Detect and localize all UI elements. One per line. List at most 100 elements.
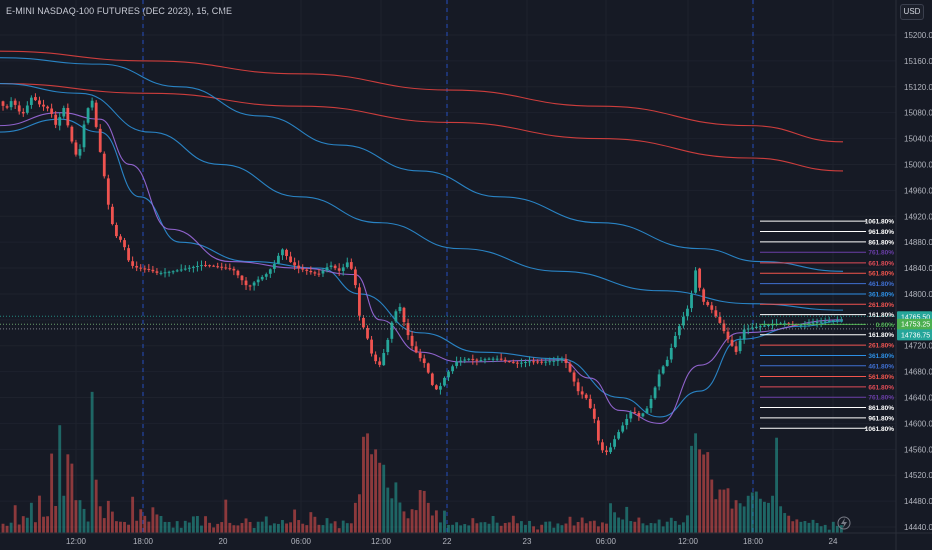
candle-body[interactable] bbox=[289, 256, 292, 263]
candle-body[interactable] bbox=[491, 358, 495, 360]
candle-body[interactable] bbox=[127, 248, 130, 261]
candle-body[interactable] bbox=[50, 108, 54, 114]
candle-body[interactable] bbox=[738, 340, 742, 352]
candle-body[interactable] bbox=[596, 420, 600, 441]
candle-body[interactable] bbox=[78, 149, 82, 156]
candle-body[interactable] bbox=[653, 387, 657, 399]
candle-body[interactable] bbox=[710, 305, 714, 310]
currency-button[interactable]: USD bbox=[900, 4, 924, 20]
candle-body[interactable] bbox=[272, 264, 276, 269]
candle-body[interactable] bbox=[690, 294, 693, 309]
candle-body[interactable] bbox=[625, 418, 629, 426]
candle-body[interactable] bbox=[649, 399, 653, 409]
candle-body[interactable] bbox=[698, 268, 702, 288]
candle-body[interactable] bbox=[584, 394, 588, 399]
candle-body[interactable] bbox=[240, 275, 244, 281]
candle-body[interactable] bbox=[66, 107, 70, 126]
candle-body[interactable] bbox=[839, 319, 843, 321]
candle-body[interactable] bbox=[750, 327, 754, 329]
candle-body[interactable] bbox=[196, 266, 199, 268]
candle-body[interactable] bbox=[58, 117, 62, 126]
candles[interactable] bbox=[1, 93, 843, 456]
candle-body[interactable] bbox=[629, 412, 633, 419]
candle-body[interactable] bbox=[524, 362, 527, 364]
candle-body[interactable] bbox=[212, 265, 216, 267]
candle-body[interactable] bbox=[119, 236, 122, 240]
candle-body[interactable] bbox=[592, 408, 596, 419]
candle-body[interactable] bbox=[394, 311, 398, 322]
candle-body[interactable] bbox=[94, 102, 98, 127]
candle-body[interactable] bbox=[29, 97, 33, 105]
candle-body[interactable] bbox=[669, 348, 673, 360]
candle-body[interactable] bbox=[163, 272, 167, 274]
candle-body[interactable] bbox=[657, 374, 661, 387]
time-axis[interactable]: 12:00 18:00 20 06:00 12:00 22 23 06:00 12:00 18:0… bbox=[66, 537, 838, 546]
candle-body[interactable] bbox=[62, 107, 66, 117]
candle-body[interactable] bbox=[556, 360, 560, 362]
candle-body[interactable] bbox=[98, 128, 102, 152]
candle-body[interactable] bbox=[281, 249, 284, 256]
candle-body[interactable] bbox=[609, 447, 612, 453]
candle-body[interactable] bbox=[358, 287, 361, 316]
candle-body[interactable] bbox=[228, 268, 232, 270]
candle-body[interactable] bbox=[313, 272, 317, 274]
candle-body[interactable] bbox=[811, 322, 815, 324]
candle-body[interactable] bbox=[560, 359, 564, 361]
candle-body[interactable] bbox=[471, 358, 475, 360]
candle-body[interactable] bbox=[787, 323, 791, 325]
candle-body[interactable] bbox=[390, 322, 394, 339]
candle-body[interactable] bbox=[487, 358, 491, 360]
candle-body[interactable] bbox=[475, 359, 479, 361]
candle-body[interactable] bbox=[191, 266, 195, 268]
candle-body[interactable] bbox=[370, 339, 373, 354]
candle-body[interactable] bbox=[220, 266, 224, 268]
candle-body[interactable] bbox=[277, 255, 280, 264]
candle-body[interactable] bbox=[131, 261, 135, 266]
candle-body[interactable] bbox=[742, 329, 746, 340]
candle-body[interactable] bbox=[621, 425, 625, 432]
candle-body[interactable] bbox=[82, 124, 86, 148]
fibonacci-levels[interactable]: 1061.80% 961.80% 861.80% 761.80% 661.80% 561.… bbox=[760, 219, 894, 433]
candle-body[interactable] bbox=[333, 265, 337, 269]
candle-body[interactable] bbox=[722, 323, 726, 332]
candle-body[interactable] bbox=[613, 439, 616, 447]
price-axis[interactable]: 15200.00 15160.00 15120.00 15080.00 15040.00… bbox=[904, 31, 932, 532]
candle-body[interactable] bbox=[617, 432, 621, 439]
candle-body[interactable] bbox=[682, 316, 685, 326]
candle-body[interactable] bbox=[110, 206, 114, 225]
candle-body[interactable] bbox=[564, 359, 568, 363]
candle-body[interactable] bbox=[511, 362, 515, 364]
candle-body[interactable] bbox=[686, 308, 689, 317]
candle-body[interactable] bbox=[758, 326, 762, 328]
candle-body[interactable] bbox=[46, 106, 49, 109]
candle-body[interactable] bbox=[183, 268, 187, 270]
candle-body[interactable] bbox=[341, 267, 345, 271]
candle-body[interactable] bbox=[746, 328, 750, 330]
candle-body[interactable] bbox=[447, 371, 450, 378]
candle-body[interactable] bbox=[123, 240, 126, 248]
candle-body[interactable] bbox=[819, 321, 823, 323]
candle-body[interactable] bbox=[588, 398, 592, 408]
candle-body[interactable] bbox=[337, 268, 341, 271]
candle-body[interactable] bbox=[353, 269, 357, 286]
candle-body[interactable] bbox=[520, 362, 523, 364]
candle-body[interactable] bbox=[831, 320, 835, 322]
candle-body[interactable] bbox=[345, 262, 349, 267]
candle-body[interactable] bbox=[479, 360, 483, 362]
candle-body[interactable] bbox=[827, 321, 831, 323]
candle-body[interactable] bbox=[200, 265, 203, 267]
candle-body[interactable] bbox=[171, 271, 175, 273]
candle-body[interactable] bbox=[378, 361, 382, 365]
candle-body[interactable] bbox=[451, 366, 454, 372]
candle-body[interactable] bbox=[633, 411, 637, 413]
candle-body[interactable] bbox=[771, 324, 774, 326]
candle-body[interactable] bbox=[309, 270, 313, 273]
candle-body[interactable] bbox=[9, 101, 13, 108]
candle-body[interactable] bbox=[507, 361, 511, 363]
candle-body[interactable] bbox=[208, 265, 211, 267]
candle-body[interactable] bbox=[38, 100, 41, 105]
candle-body[interactable] bbox=[568, 363, 572, 372]
candle-body[interactable] bbox=[422, 358, 426, 364]
candle-body[interactable] bbox=[673, 335, 677, 348]
